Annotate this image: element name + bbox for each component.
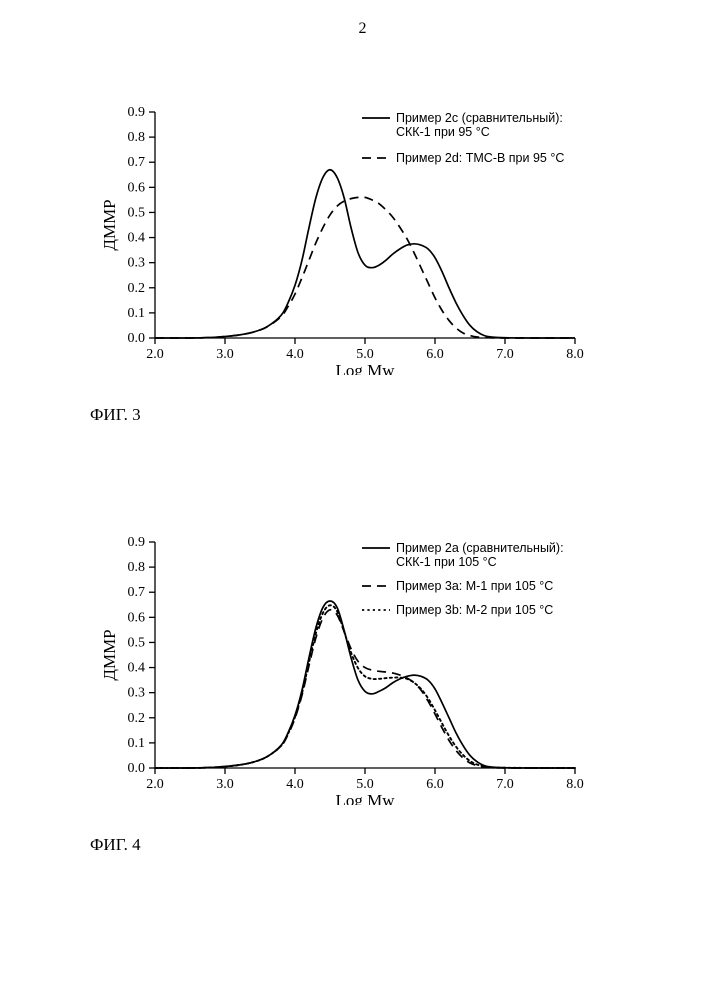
chart-4-svg: 2.0 3.0 4.0 5.0 6.0 7.0 8.0 0.0 0.1 0.2 0.3 0.4 0.5 0…	[100, 530, 590, 805]
svg-text:0.7: 0.7	[128, 585, 146, 600]
figure-4: 2.0 3.0 4.0 5.0 6.0 7.0 8.0 0.0 0.1 0.2 0.3 0.4 0.5 0…	[100, 530, 590, 855]
svg-text:0.1: 0.1	[128, 306, 146, 321]
svg-text:6.0: 6.0	[426, 777, 444, 792]
svg-text:Log Mw: Log Mw	[335, 361, 395, 375]
svg-text:0.4: 0.4	[128, 661, 146, 676]
svg-text:6.0: 6.0	[426, 347, 444, 362]
svg-text:3.0: 3.0	[216, 347, 234, 362]
svg-text:0.8: 0.8	[128, 130, 146, 145]
svg-text:3.0: 3.0	[216, 777, 234, 792]
figure-4-label: ФИГ. 4	[90, 835, 590, 855]
svg-text:0.1: 0.1	[128, 736, 146, 751]
svg-text:0.0: 0.0	[128, 761, 146, 776]
page-number: 2	[0, 20, 725, 38]
svg-text:2.0: 2.0	[146, 777, 164, 792]
svg-text:0.4: 0.4	[128, 231, 146, 246]
svg-text:8.0: 8.0	[566, 347, 584, 362]
svg-text:ДММР: ДММР	[100, 199, 119, 250]
legend-text: Пример 3b: М-2 при 105 °C	[396, 603, 553, 617]
svg-text:2.0: 2.0	[146, 347, 164, 362]
svg-text:7.0: 7.0	[496, 347, 514, 362]
svg-text:0.8: 0.8	[128, 560, 146, 575]
legend-text: Пример 2a (сравнительный):	[396, 541, 564, 555]
svg-text:5.0: 5.0	[356, 347, 374, 362]
svg-text:7.0: 7.0	[496, 777, 514, 792]
svg-text:8.0: 8.0	[566, 777, 584, 792]
svg-text:0.7: 0.7	[128, 155, 146, 170]
svg-text:0.6: 0.6	[128, 610, 146, 625]
legend-text: Пример 2d: ТМС-В при 95 °C	[396, 151, 564, 165]
svg-text:0.2: 0.2	[128, 711, 146, 726]
figure-3: 2.0 3.0 4.0 5.0 6.0 7.0 8.0 0.0 0.1 0.2 0.3 0.4 0.5 0…	[100, 100, 590, 425]
svg-text:5.0: 5.0	[356, 777, 374, 792]
series-3b	[155, 605, 575, 768]
series-2d	[155, 197, 575, 338]
svg-text:Log Mw: Log Mw	[335, 791, 395, 805]
figure-3-label: ФИГ. 3	[90, 405, 590, 425]
series-3a	[155, 610, 575, 768]
svg-text:0.5: 0.5	[128, 635, 146, 650]
svg-text:0.9: 0.9	[128, 535, 146, 550]
svg-text:0.5: 0.5	[128, 205, 146, 220]
legend-text: Пример 2c (сравнительный):	[396, 111, 563, 125]
svg-text:4.0: 4.0	[286, 777, 304, 792]
chart-3-svg: 2.0 3.0 4.0 5.0 6.0 7.0 8.0 0.0 0.1 0.2 0.3 0.4 0.5 0…	[100, 100, 590, 375]
svg-text:0.0: 0.0	[128, 331, 146, 346]
legend-text: СКК-1 при 105 °C	[396, 555, 497, 569]
series-2c	[155, 170, 575, 338]
svg-text:0.6: 0.6	[128, 180, 146, 195]
svg-text:0.2: 0.2	[128, 281, 146, 296]
svg-text:ДММР: ДММР	[100, 629, 119, 680]
legend-text: СКК-1 при 95 °C	[396, 125, 490, 139]
svg-text:0.3: 0.3	[128, 256, 146, 271]
svg-text:0.3: 0.3	[128, 686, 146, 701]
svg-text:4.0: 4.0	[286, 347, 304, 362]
svg-text:0.9: 0.9	[128, 105, 146, 120]
legend-text: Пример 3a: М-1 при 105 °C	[396, 579, 553, 593]
series-2a	[155, 601, 575, 768]
